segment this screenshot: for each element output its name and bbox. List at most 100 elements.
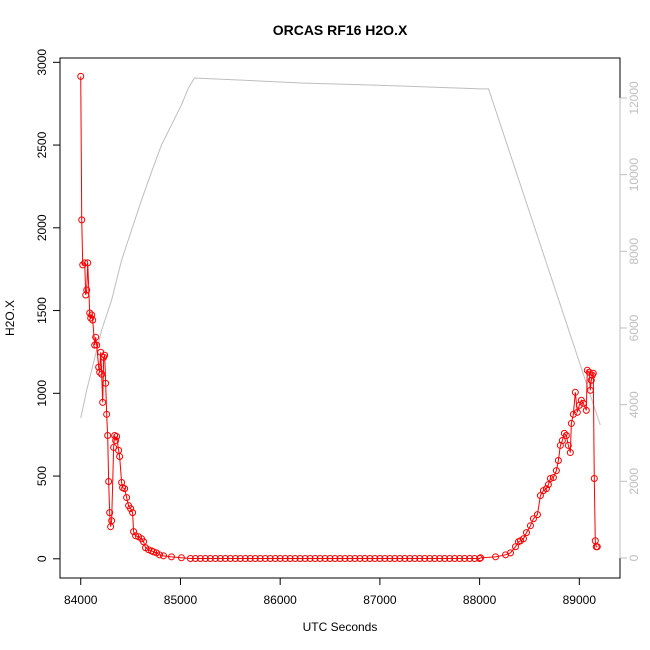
y2-tick-label: 0	[627, 554, 641, 561]
point	[160, 552, 168, 560]
y-tick-label: 500	[35, 466, 49, 486]
point	[573, 408, 581, 416]
point	[590, 475, 598, 483]
y-tick-label: 0	[35, 555, 49, 562]
point	[77, 72, 85, 80]
point	[191, 554, 199, 562]
point	[291, 554, 299, 562]
point	[446, 554, 454, 562]
point	[92, 333, 100, 341]
point	[529, 515, 537, 523]
point	[583, 366, 591, 374]
point	[127, 505, 135, 513]
point	[266, 554, 274, 562]
point	[566, 449, 574, 457]
y-tick-label: 2500	[35, 131, 49, 158]
point	[311, 554, 319, 562]
point	[112, 436, 120, 444]
y2-tick-label: 12000	[627, 81, 641, 115]
point	[411, 554, 419, 562]
point	[562, 432, 570, 440]
point	[132, 532, 140, 540]
point	[341, 554, 349, 562]
point	[361, 554, 369, 562]
point	[391, 554, 399, 562]
point	[236, 554, 244, 562]
point	[586, 386, 594, 394]
point	[216, 554, 224, 562]
point	[87, 314, 95, 322]
point	[89, 316, 97, 324]
point	[456, 554, 464, 562]
point	[306, 554, 314, 562]
point	[81, 259, 89, 267]
point	[88, 311, 96, 319]
point	[246, 554, 254, 562]
point	[579, 399, 587, 407]
point	[466, 554, 474, 562]
point	[587, 376, 595, 384]
point	[102, 379, 110, 387]
y2-tick-label: 10000	[627, 158, 641, 192]
point	[93, 341, 101, 349]
point	[546, 475, 554, 483]
y-tick-label: 3000	[35, 49, 49, 76]
point	[256, 554, 264, 562]
point	[221, 554, 229, 562]
point	[118, 479, 126, 487]
point	[331, 554, 339, 562]
x-tick-label: 89000	[563, 593, 597, 607]
point	[251, 554, 259, 562]
point	[544, 481, 552, 489]
point	[564, 441, 572, 449]
y-axis-title: H2O.X	[3, 300, 17, 336]
point	[201, 554, 209, 562]
x-tick-label: 85000	[164, 593, 198, 607]
point	[582, 406, 590, 414]
point	[106, 509, 114, 517]
point	[476, 554, 484, 562]
point	[286, 554, 294, 562]
y-tick-label: 2000	[35, 214, 49, 241]
point	[477, 554, 485, 562]
point	[186, 554, 194, 562]
point	[211, 554, 219, 562]
point	[99, 398, 107, 406]
point	[196, 554, 204, 562]
y-tick-label: 1000	[35, 380, 49, 407]
point	[326, 554, 334, 562]
point	[167, 553, 175, 561]
point	[226, 554, 234, 562]
point	[549, 474, 557, 482]
point	[91, 341, 99, 349]
point	[526, 522, 534, 530]
point	[98, 370, 106, 378]
x-tick-label: 88000	[463, 593, 497, 607]
point	[206, 554, 214, 562]
point	[416, 554, 424, 562]
point	[296, 554, 304, 562]
point	[116, 453, 124, 461]
y-tick-label: 1500	[35, 297, 49, 324]
point	[241, 554, 249, 562]
y2-tick-label: 4000	[627, 391, 641, 418]
point	[533, 511, 541, 519]
point	[461, 554, 469, 562]
point	[386, 554, 394, 562]
point	[95, 363, 103, 371]
point	[281, 554, 289, 562]
point	[78, 216, 86, 224]
point	[522, 529, 530, 537]
point	[108, 517, 116, 525]
point	[84, 259, 92, 267]
point	[316, 554, 324, 562]
point	[492, 553, 500, 561]
point	[82, 291, 90, 299]
x-axis-title: UTC Seconds	[303, 620, 378, 634]
point	[301, 554, 309, 562]
point	[336, 554, 344, 562]
x-tick-label: 86000	[263, 593, 297, 607]
point	[366, 554, 374, 562]
point	[231, 554, 239, 562]
